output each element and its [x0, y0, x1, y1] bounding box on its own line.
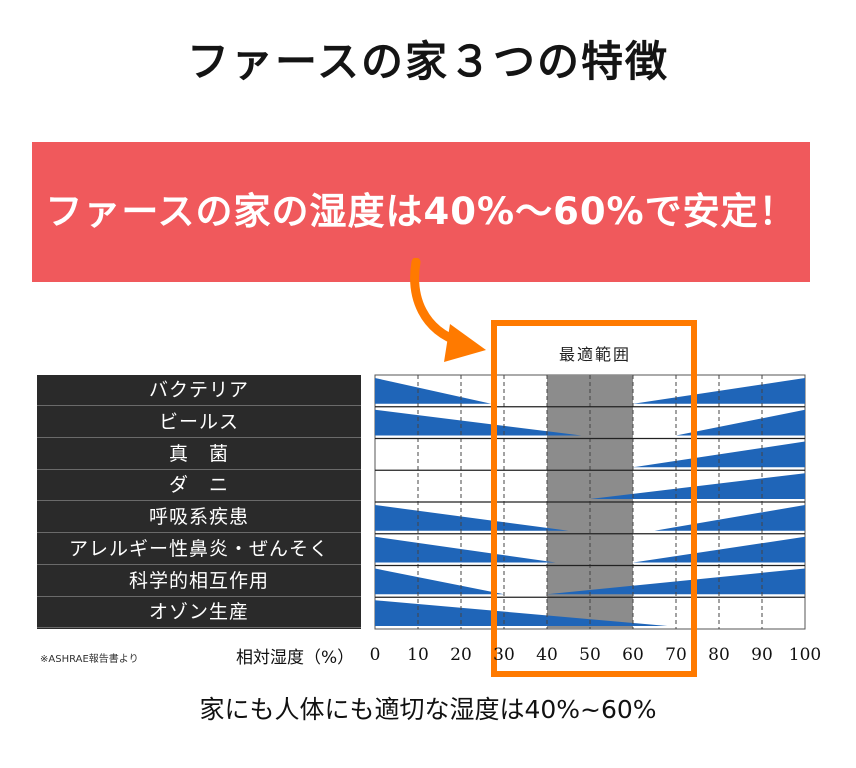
row-label: アレルギー性鼻炎・ぜんそく: [37, 534, 361, 565]
row-label: 真 菌: [37, 439, 361, 470]
row-label-panel: バクテリア ビールス 真 菌 ダ ニ 呼吸系疾患 アレルギー性鼻炎・ぜんそく 科…: [37, 375, 361, 629]
source-note: ※ASHRAE報告書より: [40, 654, 139, 665]
row-label: オゾン生産: [37, 597, 361, 629]
row-label: ダ ニ: [37, 470, 361, 502]
row-label: バクテリア: [37, 375, 361, 406]
row-label: ビールス: [37, 407, 361, 438]
low-humidity-wedge: [375, 536, 556, 563]
high-humidity-wedge: [590, 473, 805, 499]
x-tick-label: 100: [788, 645, 822, 665]
x-tick-label: 30: [493, 645, 515, 665]
row-label: 呼吸系疾患: [37, 502, 361, 533]
x-tick-label: 50: [579, 645, 601, 665]
humidity-chart: [374, 374, 806, 630]
low-humidity-wedge: [375, 378, 492, 404]
headline-banner: ファースの家の湿度は40%〜60%で安定！: [32, 142, 810, 282]
caption: 家にも人体にも適切な湿度は40%~60%: [199, 695, 657, 724]
low-humidity-wedge: [375, 409, 582, 436]
x-tick-label: 60: [622, 645, 644, 665]
x-tick-label: 90: [751, 645, 773, 665]
x-tick-label: 70: [665, 645, 687, 665]
x-tick-label: 0: [369, 645, 381, 665]
page-title: ファースの家３つの特徴: [187, 37, 669, 86]
optimal-range-label: 最適範囲: [558, 345, 631, 364]
banner-text: ファースの家の湿度は40%〜60%で安定！: [45, 190, 797, 233]
x-tick-label: 40: [536, 645, 558, 665]
x-axis-title: 相対湿度（%）: [236, 648, 355, 668]
x-tick-label: 20: [450, 645, 472, 665]
high-humidity-wedge: [676, 409, 805, 436]
arrow-icon: [410, 258, 486, 362]
low-humidity-wedge: [375, 600, 668, 626]
x-tick-label: 80: [708, 645, 730, 665]
row-label: 科学的相互作用: [37, 566, 361, 597]
low-humidity-wedge: [375, 568, 504, 595]
x-tick-label: 10: [407, 645, 429, 665]
low-humidity-wedge: [375, 505, 569, 531]
